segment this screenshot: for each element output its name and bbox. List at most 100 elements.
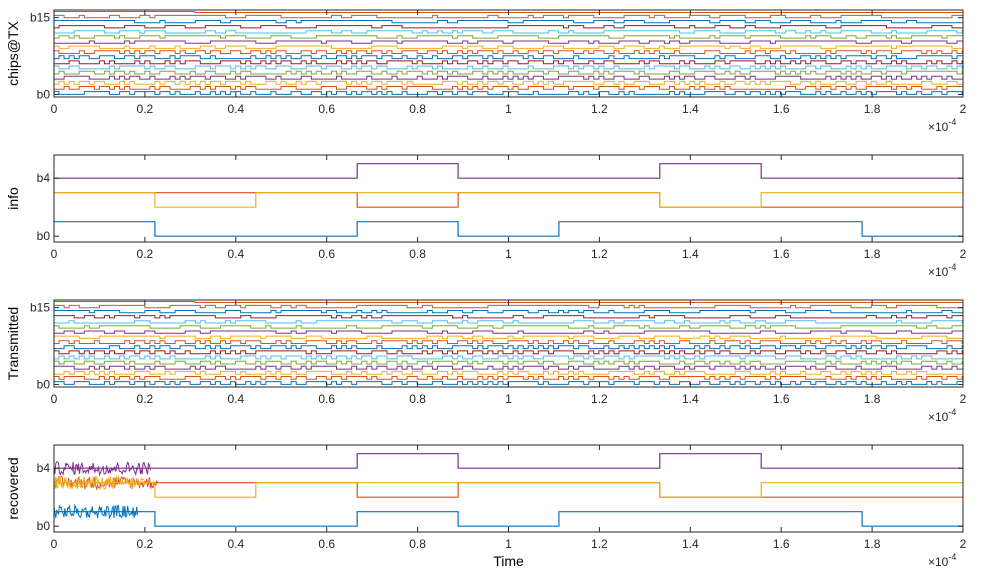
chip-series-line <box>54 60 963 65</box>
series-line-b3 <box>54 453 963 469</box>
recovered-x-multiplier: ×10-4 <box>928 552 956 569</box>
x-tick-label: 1.8 <box>864 102 881 116</box>
chip-series-line <box>54 65 963 70</box>
x-tick-label: 0 <box>51 537 58 551</box>
subplot-info: 0 0.2 0.4 0.6 0.8 1 1.2 1.4 1.6 1.8 2 b4 b0 info ×1… <box>5 154 967 279</box>
x-tick-label: 1.6 <box>773 537 790 551</box>
series-line-b2 <box>54 482 963 498</box>
chip-series-line <box>54 30 963 34</box>
recovered-axes-box <box>53 444 964 533</box>
chip-series-line <box>54 75 963 80</box>
x-tick-label: 0.2 <box>137 392 154 406</box>
subplot-transmitted: 0 0.2 0.4 0.6 0.8 1 1.2 1.4 1.6 1.8 2 b15 b0 Transm… <box>5 299 967 424</box>
noise-segment-b0 <box>54 503 139 520</box>
x-tick-label: 1.4 <box>682 392 699 406</box>
chip-series-line <box>54 350 963 355</box>
x-tick-label: 0.6 <box>318 247 335 261</box>
chip-series-line <box>54 365 963 370</box>
series-line-b3 <box>54 163 963 179</box>
y-tick-label: b4 <box>37 171 51 185</box>
x-tick-label: 1.8 <box>864 537 881 551</box>
x-tick-label: 1.4 <box>682 102 699 116</box>
chip-series-line <box>54 301 963 304</box>
x-tick-label: 1.4 <box>682 537 699 551</box>
chips-x-ticks: 0 0.2 0.4 0.6 0.8 1 1.2 1.4 1.6 1.8 2 <box>51 10 967 116</box>
x-tick-label: 0.2 <box>137 102 154 116</box>
x-tick-label: 1 <box>505 392 512 406</box>
x-tick-label: 1.2 <box>591 537 608 551</box>
x-tick-label: 0.8 <box>409 392 426 406</box>
chip-series-line <box>54 20 963 24</box>
x-tick-label: 2 <box>960 537 967 551</box>
x-tick-label: 0.8 <box>409 247 426 261</box>
y-tick-label: b0 <box>37 519 51 533</box>
series-line-b1 <box>54 192 963 208</box>
transmitted-y-ticks: b15 b0 <box>30 301 963 391</box>
x-tick-label: 1 <box>505 247 512 261</box>
series-line-b0 <box>54 511 963 527</box>
chip-series-line <box>54 50 963 54</box>
recovered-x-ticks: 0 0.2 0.4 0.6 0.8 1 1.2 1.4 1.6 1.8 2 <box>51 445 967 551</box>
y-tick-label: b0 <box>37 87 51 101</box>
x-tick-label: 1.8 <box>864 247 881 261</box>
x-tick-label: 2 <box>960 102 967 116</box>
chip-series-line <box>54 376 963 380</box>
x-tick-label: 0 <box>51 392 58 406</box>
subplot-recovered: 0 0.2 0.4 0.6 0.8 1 1.2 1.4 1.6 1.8 2 b4 b0 recover… <box>5 444 967 569</box>
noise-segment-b2 <box>54 474 145 491</box>
chip-series-line <box>54 40 963 44</box>
chip-series-line <box>54 14 963 19</box>
subplot-chips: 0 0.2 0.4 0.6 0.8 1 1.2 1.4 1.6 1.8 2 b15 b0 chips@… <box>5 9 967 134</box>
x-tick-label: 1.2 <box>591 392 608 406</box>
transmitted-x-ticks: 0 0.2 0.4 0.6 0.8 1 1.2 1.4 1.6 1.8 2 <box>51 300 967 406</box>
info-y-ticks: b4 b0 <box>37 171 963 243</box>
recovered-xlabel: Time <box>493 553 524 569</box>
chip-series-line <box>54 25 963 29</box>
x-tick-label: 1.2 <box>591 102 608 116</box>
info-x-multiplier: ×10-4 <box>928 262 956 279</box>
info-axes-box <box>53 154 964 243</box>
chip-series-line <box>54 70 963 75</box>
x-tick-label: 2 <box>960 392 967 406</box>
x-tick-label: 0.4 <box>227 247 244 261</box>
chip-series-line <box>54 330 963 334</box>
x-tick-label: 1 <box>505 537 512 551</box>
chip-series-line <box>54 370 963 375</box>
chips-ylabel: chips@TX <box>5 20 21 85</box>
chip-series-line <box>54 310 963 314</box>
chip-series-line <box>54 320 963 324</box>
series-line-b1 <box>54 482 963 498</box>
x-tick-label: 0.6 <box>318 102 335 116</box>
chip-series-line <box>54 355 963 360</box>
x-tick-label: 1.6 <box>773 247 790 261</box>
noise-segment-b3 <box>54 461 151 477</box>
chip-series-line <box>54 335 963 339</box>
y-tick-label: b15 <box>30 301 50 315</box>
x-tick-label: 1 <box>505 102 512 116</box>
chip-series-line <box>54 340 963 344</box>
series-line-b0 <box>54 221 963 237</box>
y-tick-label: b15 <box>30 11 50 25</box>
chips-x-multiplier: ×10-4 <box>928 117 956 134</box>
chip-series-line <box>54 304 963 309</box>
x-tick-label: 1.8 <box>864 392 881 406</box>
chip-series-line <box>54 345 963 350</box>
x-tick-label: 0.2 <box>137 537 154 551</box>
chip-series-line <box>54 11 963 14</box>
x-tick-label: 0.2 <box>137 247 154 261</box>
x-tick-label: 0.6 <box>318 537 335 551</box>
x-tick-label: 0 <box>51 102 58 116</box>
chip-series-line <box>54 80 963 85</box>
x-tick-label: 1.4 <box>682 247 699 261</box>
x-tick-label: 0.4 <box>227 102 244 116</box>
y-tick-label: b0 <box>37 229 51 243</box>
x-tick-label: 0.8 <box>409 102 426 116</box>
recovered-y-ticks: b4 b0 <box>37 461 963 533</box>
chip-series-line <box>54 381 963 385</box>
chips-plot-area <box>54 11 963 95</box>
series-line-b2 <box>54 192 963 208</box>
x-tick-label: 0.4 <box>227 537 244 551</box>
x-tick-label: 1.6 <box>773 102 790 116</box>
info-x-ticks: 0 0.2 0.4 0.6 0.8 1 1.2 1.4 1.6 1.8 2 <box>51 155 967 261</box>
x-tick-label: 0 <box>51 247 58 261</box>
